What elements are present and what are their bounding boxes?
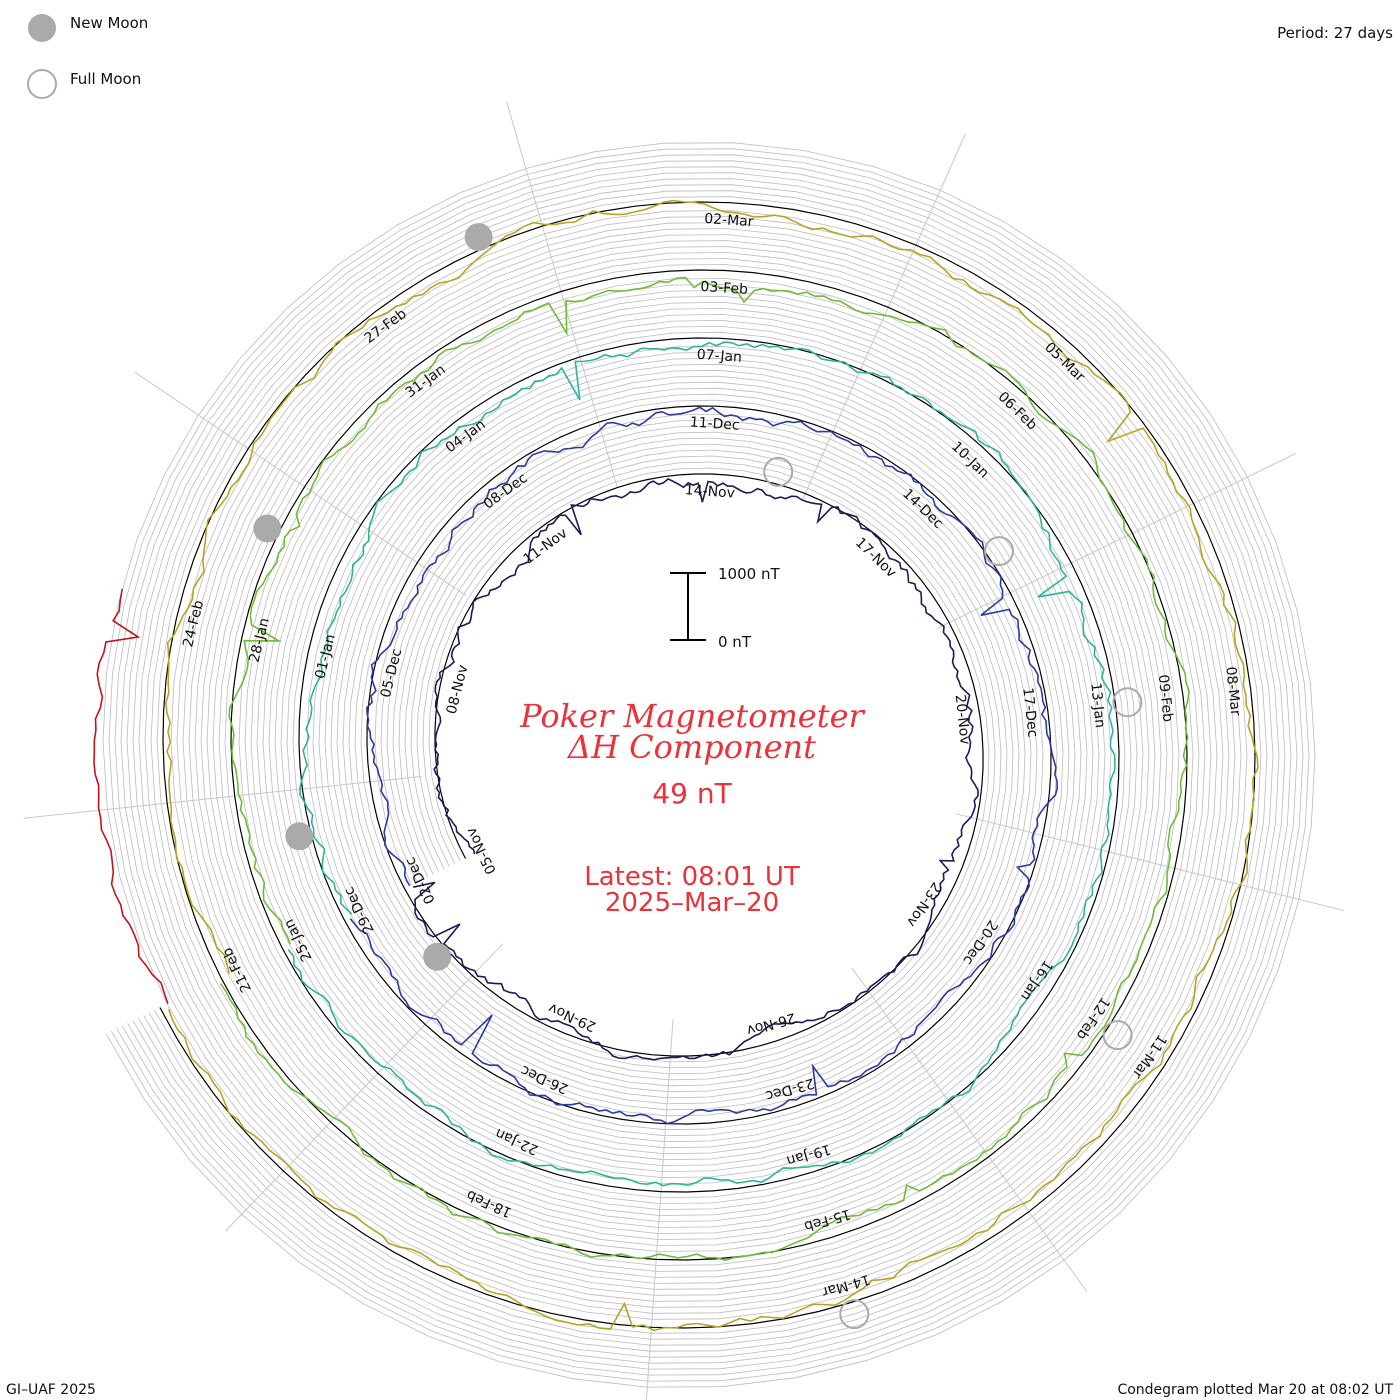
date-label: 21-Feb [220, 945, 255, 995]
series-trace-6 [93, 588, 169, 1004]
full-moon-marker [763, 456, 794, 487]
date-label: 17-Nov [852, 535, 899, 581]
date-label: 19-Jan [785, 1141, 833, 1169]
legend: New Moon Full Moon [27, 14, 148, 99]
period-label: Period: 27 days [1277, 24, 1393, 42]
baseline-spiral [159, 201, 1256, 1329]
date-label: 23-Nov [903, 879, 944, 930]
radial-lines [23, 101, 1345, 1400]
baseline-path [159, 201, 1256, 1329]
latest-time: Latest: 08:01 UT [584, 862, 800, 892]
date-label: 11-Dec [689, 414, 740, 433]
date-label: 02-Dec [402, 854, 438, 906]
latest-date: 2025–Mar–20 [605, 888, 779, 918]
series-trace-3 [287, 341, 1116, 1187]
series-trace-5 [165, 199, 1259, 1332]
date-label: 17-Dec [1019, 687, 1040, 738]
date-label: 24-Feb [180, 599, 207, 649]
date-label: 14-Nov [684, 482, 735, 501]
footer-credit: GI–UAF 2025 [6, 1382, 96, 1398]
radial-gridline [851, 967, 1088, 1292]
full-moon-marker [1102, 1020, 1133, 1051]
scale-bar-bottom-label: 0 nT [718, 633, 752, 651]
moon-markers [253, 223, 1143, 1330]
scale-bar: 1000 nT 0 nT [670, 565, 780, 651]
scale-bar-top-label: 1000 nT [718, 565, 780, 583]
date-label: 05-Dec [378, 647, 406, 699]
series-trace-4 [219, 276, 1190, 1262]
new-moon-marker [253, 514, 282, 543]
date-label: 07-Jan [696, 347, 742, 366]
full-moon-legend-icon [27, 69, 57, 99]
new-moon-marker [423, 942, 452, 971]
radial-gridline [936, 452, 1297, 630]
radial-gridline [224, 943, 504, 1232]
date-label: 01-Jan [312, 633, 338, 681]
date-label: 08-Mar [1222, 666, 1243, 717]
chart-title-line2: ΔH Component [566, 728, 816, 766]
data-series [93, 199, 1259, 1332]
date-label: 09-Feb [1155, 674, 1176, 723]
date-label: 03-Feb [700, 279, 749, 298]
date-label: 05-Nov [464, 824, 500, 876]
date-label: 11-Nov [521, 525, 571, 567]
radial-gridline [955, 813, 1345, 912]
date-label: 08-Nov [444, 663, 472, 716]
full-moon-marker [984, 536, 1014, 567]
full-moon-marker [1112, 687, 1143, 718]
new-moon-legend-label: New Moon [70, 14, 148, 32]
date-label: 05-Mar [1041, 339, 1088, 385]
footer-plotted: Condegram plotted Mar 20 at 08:02 UT [1117, 1382, 1393, 1398]
date-label: 27-Feb [362, 306, 410, 347]
radial-gridline [134, 371, 467, 597]
full-moon-legend-label: Full Moon [70, 70, 141, 88]
new-moon-marker [285, 822, 314, 851]
new-moon-legend-icon [28, 14, 56, 42]
date-label: 26-Nov [745, 1009, 798, 1038]
current-value: 49 nT [652, 777, 732, 810]
date-label: 13-Jan [1087, 682, 1108, 729]
date-label: 20-Nov [952, 694, 973, 746]
series-trace-2 [349, 406, 1059, 1125]
radial-gridline [645, 1019, 674, 1400]
date-label: 26-Dec [518, 1062, 570, 1097]
full-moon-marker [839, 1299, 870, 1330]
date-label: 06-Feb [995, 389, 1040, 434]
new-moon-marker [464, 223, 493, 252]
chart-title-line1: Poker Magnetometer [519, 697, 865, 735]
radial-gridline [23, 775, 422, 819]
series-trace-1 [413, 477, 979, 1061]
radial-gridline [802, 133, 966, 500]
date-label: 02-Mar [704, 211, 755, 230]
